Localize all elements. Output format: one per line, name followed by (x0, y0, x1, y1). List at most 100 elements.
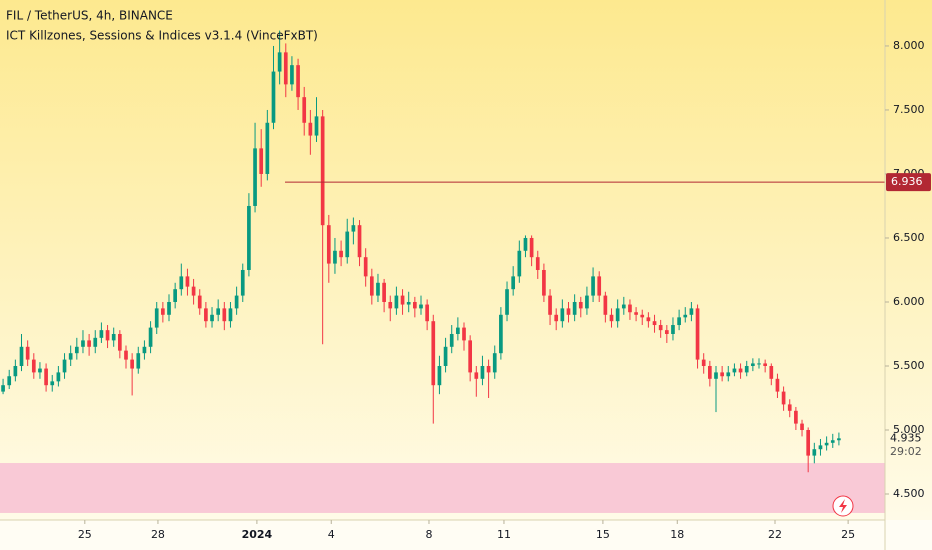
alert-icon (839, 499, 847, 513)
candle-body (247, 205, 251, 270)
y-tick-label: 5.000 (893, 423, 925, 436)
candle-body (449, 333, 454, 347)
x-tick-label: 2024 (242, 528, 273, 541)
x-tick-label: 8 (425, 528, 432, 541)
candle-body (578, 301, 583, 309)
candle-body (560, 308, 565, 322)
candle-body (486, 365, 491, 373)
candle-body (265, 122, 270, 174)
y-tick-label: 4.500 (893, 487, 925, 500)
candle-body (419, 304, 423, 309)
candle-body (105, 330, 110, 341)
candle-body (31, 359, 36, 373)
candle-body (806, 430, 811, 456)
background (0, 0, 932, 520)
candle-body (191, 286, 196, 296)
candle-body (308, 122, 313, 136)
candle-body (179, 276, 184, 290)
candle-body (167, 301, 171, 315)
candle-body (81, 340, 85, 347)
candle-body (566, 308, 571, 315)
chart-title: FIL / TetherUS, 4h, BINANCE (6, 9, 173, 23)
candle-body (118, 333, 122, 351)
candle-body (320, 116, 325, 226)
candle-body (443, 346, 448, 366)
candle-body (240, 269, 245, 296)
candle-body (388, 301, 393, 309)
candle-body (130, 359, 134, 369)
candle-body (529, 237, 534, 258)
candle-body (800, 423, 804, 431)
candle-body (781, 391, 786, 405)
candle-body (228, 308, 233, 322)
candle-body (499, 314, 503, 354)
candle-body (19, 346, 24, 366)
candle-body (818, 445, 823, 450)
candle-body (609, 314, 614, 322)
candle-body (603, 295, 608, 315)
candle-body (210, 314, 214, 322)
candle-body (726, 372, 731, 377)
candle-body (413, 301, 417, 309)
candle-body (511, 276, 516, 290)
candle-body (523, 237, 528, 251)
indicator-name: ICT Killzones, Sessions & Indices v3.1.4… (6, 29, 318, 43)
candle-body (468, 340, 472, 373)
candle-body (456, 327, 460, 334)
y-tick-label: 6.500 (893, 231, 925, 244)
candle-body (517, 250, 522, 277)
candle-body (640, 314, 645, 318)
candle-body (7, 376, 12, 386)
candle-body (695, 308, 700, 360)
x-tick-label: 18 (670, 528, 684, 541)
candle-body (425, 304, 429, 322)
y-tick-label: 5.500 (893, 359, 925, 372)
level-label-bg (886, 173, 931, 192)
candle-body (99, 330, 104, 338)
candle-body (628, 304, 632, 313)
candle-body (376, 282, 380, 296)
time-axis-bg (0, 520, 932, 550)
candle-body (339, 250, 343, 258)
candle-body (56, 372, 61, 382)
y-tick-label: 8.000 (893, 39, 925, 52)
candle-body (677, 317, 681, 326)
x-tick-label: 15 (596, 528, 610, 541)
candle-body (652, 321, 657, 326)
candle-body (216, 308, 221, 315)
candle-body (13, 365, 18, 377)
candle-body (234, 295, 239, 309)
candle-body (664, 330, 669, 334)
candle-body (296, 65, 300, 98)
candle-body (548, 295, 552, 315)
candle-body (535, 257, 540, 270)
candle-body (222, 308, 227, 322)
candle-body (283, 52, 288, 85)
candle-body (161, 308, 165, 315)
last-price-label: 4.935 (890, 431, 922, 444)
candle-body (689, 308, 694, 315)
candle-body (369, 276, 374, 296)
candle-body (25, 346, 30, 360)
candle-body (794, 410, 798, 424)
candle-body (474, 372, 479, 379)
candle-body (732, 368, 737, 373)
candle-body (62, 359, 67, 373)
candle-body (597, 276, 602, 296)
candle-body (204, 308, 208, 322)
x-tick-label: 11 (497, 528, 511, 541)
candle-body (326, 225, 331, 264)
candle-body (646, 317, 651, 322)
candle-body (554, 314, 559, 322)
candle-body (74, 346, 79, 354)
candle-body (701, 359, 706, 366)
candle-body (505, 289, 509, 315)
candle-body (1, 385, 5, 392)
candle-body (351, 225, 356, 232)
candle-body (93, 337, 98, 347)
candle-body (271, 71, 276, 123)
candle-body (634, 312, 638, 315)
candle-body (714, 372, 718, 379)
candle-body (185, 276, 190, 287)
y-tick-label: 6.000 (893, 295, 925, 308)
